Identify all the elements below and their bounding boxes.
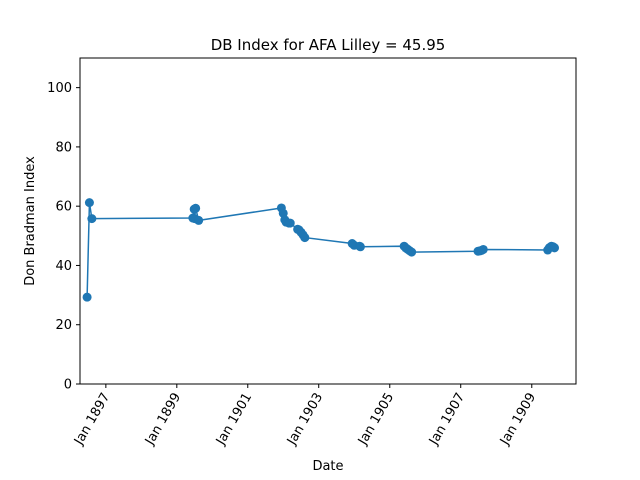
y-tick-label: 0	[64, 378, 72, 393]
data-point	[407, 247, 417, 257]
y-tick-label: 20	[55, 318, 72, 333]
x-tick-label: Jan 1903	[284, 391, 326, 449]
data-point	[84, 198, 94, 208]
data-point	[194, 215, 204, 225]
plot-area	[82, 198, 560, 302]
y-tick-label: 100	[47, 81, 72, 96]
data-point	[300, 233, 310, 243]
data-point	[550, 243, 560, 253]
x-tick-label: Jan 1907	[426, 391, 468, 449]
x-tick-label: Jan 1901	[213, 391, 255, 449]
data-point	[82, 292, 92, 302]
data-point	[478, 244, 488, 254]
data-point	[285, 218, 295, 228]
x-tick-label: Jan 1897	[71, 391, 113, 449]
data-point	[355, 242, 365, 252]
plot-frame	[79, 57, 577, 385]
y-tick-label: 40	[55, 259, 72, 274]
x-axis-label: Date	[312, 459, 343, 474]
data-point	[87, 214, 97, 224]
x-axis: Jan 1897 Jan 1899 Jan 1901 Jan 1903 Jan 1905…	[71, 384, 539, 448]
y-axis: 0 20 40 60 80 100	[47, 81, 80, 393]
y-tick-label: 60	[55, 200, 72, 215]
y-tick-label: 80	[55, 140, 72, 155]
x-tick-label: Jan 1905	[355, 391, 397, 449]
data-point	[191, 203, 201, 213]
y-axis-label: Don Bradman Index	[23, 156, 38, 286]
chart-title: DB Index for AFA Lilley = 45.95	[211, 36, 446, 54]
x-tick-label: Jan 1899	[142, 391, 184, 449]
x-tick-label: Jan 1909	[497, 391, 539, 449]
